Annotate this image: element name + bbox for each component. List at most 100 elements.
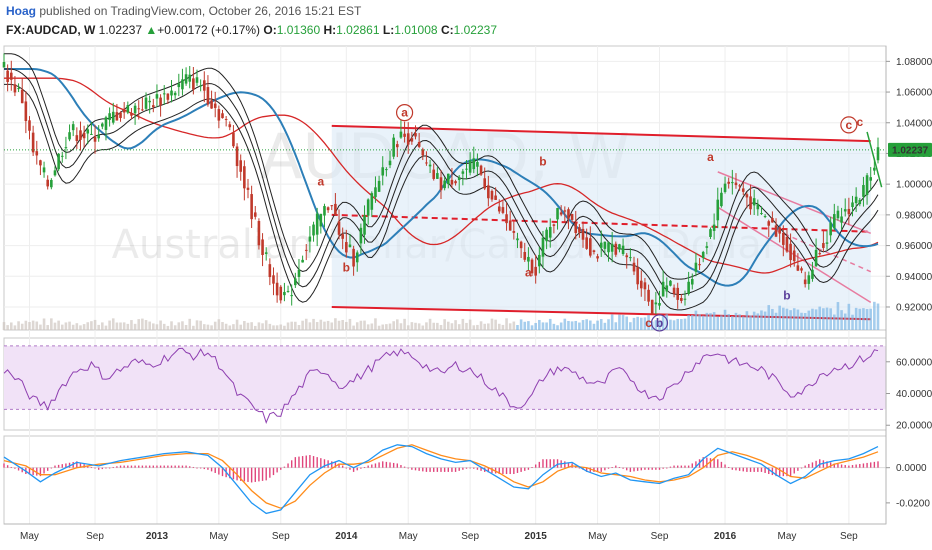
candle-body[interactable] bbox=[487, 185, 490, 199]
candle-body[interactable] bbox=[843, 209, 847, 212]
candle-body[interactable] bbox=[144, 97, 148, 109]
candle-body[interactable] bbox=[538, 254, 541, 267]
candle-body[interactable] bbox=[235, 146, 239, 167]
candle-body[interactable] bbox=[818, 253, 822, 255]
candle-body[interactable] bbox=[851, 202, 854, 208]
candle-body[interactable] bbox=[690, 279, 694, 285]
candle-body[interactable] bbox=[396, 144, 399, 148]
candle-body[interactable] bbox=[392, 137, 395, 157]
candle-body[interactable] bbox=[315, 213, 319, 235]
candle-body[interactable] bbox=[90, 133, 93, 135]
candle-body[interactable] bbox=[578, 227, 581, 233]
candle-body[interactable] bbox=[257, 221, 261, 246]
candle-body[interactable] bbox=[814, 249, 818, 267]
candle-body[interactable] bbox=[414, 133, 417, 137]
candle-body[interactable] bbox=[341, 234, 344, 239]
candle-body[interactable] bbox=[614, 243, 618, 255]
candle-body[interactable] bbox=[701, 251, 705, 258]
candle-body[interactable] bbox=[13, 84, 17, 93]
candle-body[interactable] bbox=[2, 61, 6, 68]
candle-body[interactable] bbox=[720, 192, 723, 207]
candle-body[interactable] bbox=[264, 252, 268, 254]
candle-body[interactable] bbox=[457, 177, 461, 181]
candle-body[interactable] bbox=[603, 241, 607, 249]
candle-body[interactable] bbox=[552, 224, 556, 226]
candle-body[interactable] bbox=[763, 216, 767, 218]
candle-body[interactable] bbox=[421, 149, 425, 156]
candle-body[interactable] bbox=[865, 175, 869, 196]
candle-body[interactable] bbox=[381, 167, 385, 176]
candle-body[interactable] bbox=[406, 133, 410, 145]
candle-body[interactable] bbox=[399, 131, 403, 138]
candle-body[interactable] bbox=[24, 101, 28, 122]
candle-body[interactable] bbox=[297, 269, 301, 277]
candle-body[interactable] bbox=[443, 180, 446, 189]
candle-body[interactable] bbox=[319, 213, 323, 227]
candle-body[interactable] bbox=[618, 244, 621, 250]
publisher-name[interactable]: Hoag bbox=[6, 4, 36, 18]
candle-body[interactable] bbox=[523, 251, 527, 260]
candle-body[interactable] bbox=[625, 255, 629, 258]
candle-body[interactable] bbox=[738, 185, 741, 187]
candle-body[interactable] bbox=[519, 241, 523, 249]
candle-body[interactable] bbox=[130, 112, 133, 116]
candle-body[interactable] bbox=[731, 182, 734, 184]
candle-body[interactable] bbox=[734, 182, 738, 186]
rsi-line[interactable] bbox=[3, 347, 879, 424]
candle-body[interactable] bbox=[217, 109, 221, 121]
candle-body[interactable] bbox=[17, 88, 20, 90]
candle-body[interactable] bbox=[111, 111, 115, 123]
candle-body[interactable] bbox=[756, 204, 760, 210]
candle-body[interactable] bbox=[352, 248, 355, 267]
candle-body[interactable] bbox=[432, 169, 436, 179]
candle-body[interactable] bbox=[862, 185, 865, 197]
macd-signal-line[interactable] bbox=[3, 444, 879, 509]
candle-body[interactable] bbox=[847, 208, 851, 215]
candle-body[interactable] bbox=[636, 267, 639, 285]
candle-body[interactable] bbox=[450, 179, 454, 185]
candle-body[interactable] bbox=[326, 207, 330, 211]
candle-body[interactable] bbox=[822, 243, 825, 248]
candle-body[interactable] bbox=[749, 196, 752, 210]
macd-line[interactable] bbox=[3, 444, 879, 515]
candle-body[interactable] bbox=[312, 224, 315, 236]
candle-body[interactable] bbox=[334, 203, 337, 216]
candle-body[interactable] bbox=[709, 229, 712, 237]
candle-body[interactable] bbox=[501, 207, 505, 213]
candle-body[interactable] bbox=[86, 129, 90, 134]
candle-body[interactable] bbox=[97, 134, 100, 139]
candle-body[interactable] bbox=[698, 264, 701, 266]
candle-body[interactable] bbox=[31, 132, 35, 153]
candle-body[interactable] bbox=[115, 112, 119, 121]
candle-body[interactable] bbox=[60, 155, 64, 157]
candle-body[interactable] bbox=[253, 212, 257, 217]
candle-body[interactable] bbox=[545, 229, 548, 242]
candle-body[interactable] bbox=[359, 227, 363, 244]
candle-body[interactable] bbox=[348, 244, 352, 248]
candle-body[interactable] bbox=[669, 280, 672, 286]
candle-body[interactable] bbox=[71, 124, 75, 131]
candle-body[interactable] bbox=[75, 135, 79, 141]
candle-body[interactable] bbox=[610, 243, 614, 252]
candle-body[interactable] bbox=[854, 196, 858, 204]
candle-body[interactable] bbox=[436, 173, 439, 179]
candle-body[interactable] bbox=[694, 262, 698, 272]
candle-body[interactable] bbox=[323, 206, 326, 216]
candle-body[interactable] bbox=[101, 123, 104, 127]
candle-body[interactable] bbox=[687, 281, 690, 294]
candle-body[interactable] bbox=[192, 78, 195, 90]
candle-body[interactable] bbox=[778, 227, 781, 234]
candle-body[interactable] bbox=[712, 224, 716, 231]
candle-body[interactable] bbox=[162, 93, 166, 95]
candle-body[interactable] bbox=[807, 275, 811, 284]
candle-body[interactable] bbox=[643, 282, 647, 290]
candle-body[interactable] bbox=[570, 213, 574, 220]
candle-body[interactable] bbox=[811, 269, 814, 279]
candle-body[interactable] bbox=[454, 181, 457, 184]
candle-body[interactable] bbox=[6, 70, 9, 82]
candle-body[interactable] bbox=[50, 179, 53, 188]
candle-body[interactable] bbox=[246, 187, 250, 190]
moving-average-slow[interactable] bbox=[4, 77, 879, 274]
candle-body[interactable] bbox=[639, 280, 643, 289]
candle-body[interactable] bbox=[35, 151, 39, 156]
